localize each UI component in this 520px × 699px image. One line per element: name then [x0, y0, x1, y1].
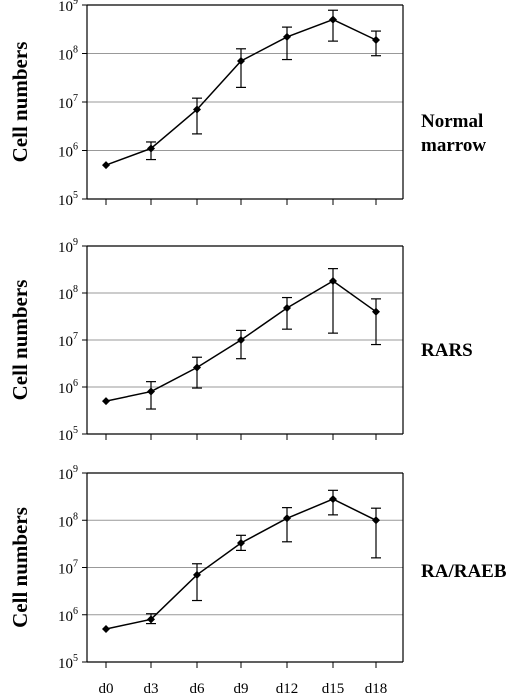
y-tick-base: 10 [58, 334, 73, 350]
y-tick-label: 106 [58, 142, 78, 161]
panel-label: RARS [421, 340, 473, 361]
y-tick-exponent: 7 [73, 93, 78, 104]
y-tick-base: 10 [58, 562, 73, 578]
y-tick-exponent: 9 [73, 237, 78, 248]
y-tick-exponent: 7 [73, 559, 78, 570]
y-tick-base: 10 [58, 48, 73, 64]
y-tick-base: 10 [58, 96, 73, 112]
y-tick-label: 107 [58, 559, 78, 578]
y-tick-label: 108 [58, 284, 78, 303]
y-tick-exponent: 9 [73, 464, 78, 475]
y-tick-exponent: 7 [73, 331, 78, 342]
y-tick-base: 10 [58, 287, 73, 303]
y-tick-label: 105 [58, 190, 78, 209]
data-point [193, 105, 201, 114]
y-tick-base: 10 [58, 514, 73, 530]
data-point [147, 144, 155, 153]
data-point [372, 516, 380, 525]
y-tick-label: 106 [58, 378, 78, 397]
x-tick-label: d12 [276, 681, 299, 697]
y-tick-base: 10 [58, 428, 73, 444]
data-point [193, 570, 201, 579]
y-tick-exponent: 6 [73, 378, 78, 389]
y-tick-base: 10 [58, 381, 73, 397]
panel-label: marrow [421, 135, 486, 156]
x-tick-label: d9 [234, 681, 249, 697]
y-tick-exponent: 6 [73, 142, 78, 153]
y-tick-exponent: 8 [73, 45, 78, 56]
data-point [329, 15, 337, 24]
data-point [329, 277, 337, 286]
data-point [237, 336, 245, 344]
panel-label: Normal [421, 111, 483, 132]
data-point [102, 161, 110, 170]
x-tick-label: d6 [190, 681, 206, 697]
series-line [105, 498, 377, 630]
panel-label: RA/RAEB [421, 561, 507, 582]
y-tick-exponent: 5 [73, 425, 78, 436]
data-point [237, 57, 245, 66]
data-point [372, 307, 380, 316]
data-point [283, 32, 291, 41]
y-tick-base: 10 [58, 609, 73, 625]
y-axis-label: Cell numbers [8, 42, 32, 163]
data-point [147, 387, 155, 396]
x-tick-label: d0 [99, 681, 114, 697]
data-point [102, 397, 110, 406]
y-tick-base: 10 [58, 467, 73, 483]
data-point [372, 35, 380, 44]
y-tick-base: 10 [58, 145, 73, 161]
data-point [102, 624, 110, 633]
y-tick-exponent: 9 [73, 0, 78, 7]
y-tick-label: 105 [58, 653, 78, 672]
y-tick-label: 107 [58, 331, 78, 350]
y-tick-label: 107 [58, 93, 78, 112]
data-point [329, 495, 337, 504]
y-tick-base: 10 [58, 0, 73, 15]
y-tick-exponent: 5 [73, 653, 78, 664]
x-tick-label: d15 [322, 681, 345, 697]
data-point [193, 363, 201, 372]
data-point [283, 303, 291, 312]
data-point [237, 539, 245, 548]
y-tick-exponent: 5 [73, 190, 78, 201]
data-point [147, 615, 155, 624]
data-point [283, 514, 291, 523]
y-tick-label: 109 [58, 0, 78, 15]
y-tick-base: 10 [58, 656, 73, 672]
y-axis-label: Cell numbers [8, 280, 32, 401]
y-tick-exponent: 8 [73, 284, 78, 295]
y-tick-base: 10 [58, 240, 73, 256]
y-tick-label: 108 [58, 511, 78, 530]
y-tick-label: 109 [58, 464, 78, 483]
y-tick-exponent: 8 [73, 511, 78, 522]
y-tick-label: 106 [58, 606, 78, 625]
x-tick-label: d3 [144, 681, 159, 697]
y-tick-base: 10 [58, 193, 73, 209]
x-tick-label: d18 [365, 681, 388, 697]
y-tick-label: 105 [58, 425, 78, 444]
y-tick-label: 108 [58, 45, 78, 64]
y-axis-label: Cell numbers [8, 507, 32, 628]
y-tick-exponent: 6 [73, 606, 78, 617]
y-tick-label: 109 [58, 237, 78, 256]
